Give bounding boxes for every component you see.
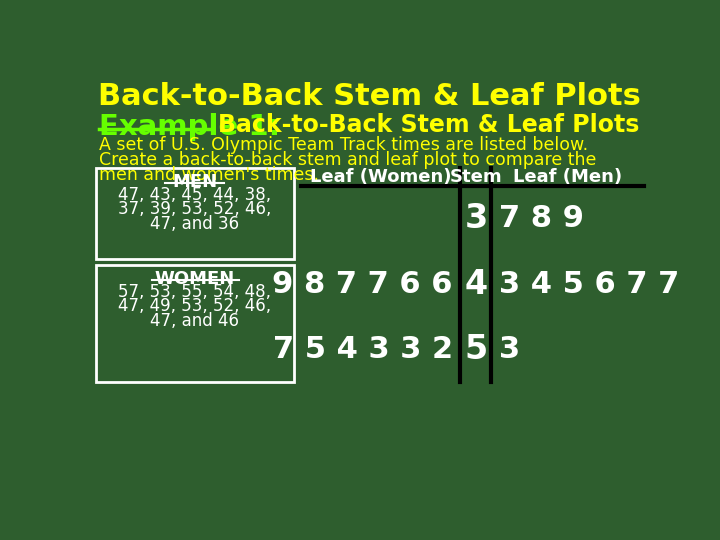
Text: 7 8 9: 7 8 9: [499, 204, 584, 233]
Text: 47, 43, 45, 44, 38,: 47, 43, 45, 44, 38,: [118, 186, 271, 204]
Text: Leaf (Men): Leaf (Men): [513, 168, 622, 186]
FancyBboxPatch shape: [96, 265, 294, 382]
Text: WOMEN: WOMEN: [155, 269, 235, 288]
Text: 47, and 36: 47, and 36: [150, 215, 239, 233]
Text: Back-to-Back Stem & Leaf Plots: Back-to-Back Stem & Leaf Plots: [98, 82, 640, 111]
Text: 47, and 46: 47, and 46: [150, 312, 239, 330]
FancyBboxPatch shape: [96, 168, 294, 259]
Text: 37, 39, 53, 52, 46,: 37, 39, 53, 52, 46,: [118, 200, 271, 218]
Text: 47, 49, 53, 52, 46,: 47, 49, 53, 52, 46,: [118, 298, 271, 315]
Text: 3: 3: [499, 335, 521, 364]
Text: men and women's times.: men and women's times.: [99, 166, 319, 185]
Text: A set of U.S. Olympic Team Track times are listed below.: A set of U.S. Olympic Team Track times a…: [99, 136, 588, 154]
Text: 57, 53, 55, 54, 48,: 57, 53, 55, 54, 48,: [118, 283, 271, 301]
Text: Leaf (Women): Leaf (Women): [310, 168, 451, 186]
Text: Example 1:: Example 1:: [99, 112, 281, 140]
Text: 3 4 5 6 7 7: 3 4 5 6 7 7: [499, 270, 680, 299]
Text: 9 8 7 7 6 6: 9 8 7 7 6 6: [272, 270, 453, 299]
Text: 3: 3: [464, 202, 487, 235]
Text: 5: 5: [464, 333, 487, 366]
Text: Stem: Stem: [449, 168, 503, 186]
Text: Create a back-to-back stem and leaf plot to compare the: Create a back-to-back stem and leaf plot…: [99, 151, 597, 169]
Text: MEN: MEN: [172, 173, 217, 191]
Text: Back-to-Back Stem & Leaf Plots: Back-to-Back Stem & Leaf Plots: [218, 112, 639, 137]
Text: 4: 4: [464, 268, 487, 301]
Text: 7 5 4 3 3 2: 7 5 4 3 3 2: [273, 335, 453, 364]
